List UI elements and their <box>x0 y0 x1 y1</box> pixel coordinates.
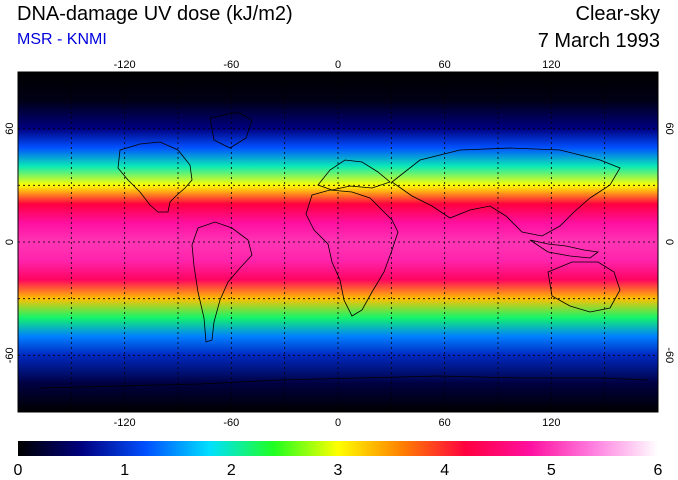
colorbar-tick-label: 1 <box>120 462 129 479</box>
map-frame <box>17 71 659 413</box>
australia-coastline <box>547 261 621 313</box>
antarctica-coastline <box>39 375 649 389</box>
colorbar-tick-label: 4 <box>440 462 449 479</box>
source-label: MSR - KNMI <box>17 31 107 48</box>
date-label: 7 March 1993 <box>537 30 660 52</box>
latitude-ticks-left: 60 0 -60 <box>4 123 16 364</box>
colorbar-tick-label: 6 <box>654 462 663 479</box>
longitude-tick-label-bottom: -120 <box>114 417 136 429</box>
asia-coastline <box>391 147 621 237</box>
latitude-tick-label-right: 0 <box>663 239 675 245</box>
sky-condition-label: Clear-sky <box>575 3 660 25</box>
colorbar-tick-label: 0 <box>14 462 23 479</box>
longitude-tick-label-top: -120 <box>114 59 136 71</box>
longitude-tick-label-top: 0 <box>335 59 341 71</box>
latitude-tick-label-right: 60 <box>663 123 675 135</box>
longitude-tick-label-bottom: 120 <box>542 417 560 429</box>
longitude-tick-label-top: -60 <box>223 59 239 71</box>
south-america-coastline <box>191 221 253 343</box>
longitude-tick-label-bottom: 60 <box>439 417 451 429</box>
colorbar-tick-label: 5 <box>547 462 556 479</box>
coastlines <box>39 111 649 389</box>
longitude-tick-label-top: 120 <box>542 59 560 71</box>
latitude-tick-label-left: -60 <box>4 347 16 363</box>
longitude-tick-label-bottom: 0 <box>335 417 341 429</box>
colorbar <box>18 441 658 456</box>
greenland-coastline <box>209 111 253 149</box>
map-title: DNA-damage UV dose (kJ/m2) <box>17 3 293 25</box>
longitude-ticks-top: -120 -60 0 60 120 <box>114 59 561 71</box>
africa-coastline <box>305 189 399 317</box>
europe-coastline <box>317 159 391 191</box>
graticule <box>17 71 659 413</box>
longitude-tick-label-bottom: -60 <box>223 417 239 429</box>
colorbar-ticks: 0 1 2 3 4 5 6 <box>14 462 663 479</box>
colorbar-tick-label: 2 <box>227 462 236 479</box>
colorbar-tick-label: 3 <box>334 462 343 479</box>
latitude-tick-label-left: 0 <box>4 239 16 245</box>
longitude-tick-label-top: 60 <box>439 59 451 71</box>
north-america-coastline <box>117 141 193 213</box>
latitude-tick-label-left: 60 <box>4 123 16 135</box>
longitude-ticks-bottom: -120 -60 0 60 120 <box>114 417 561 429</box>
latitude-ticks-right: 60 0 -60 <box>663 123 675 364</box>
latitude-tick-label-right: -60 <box>663 347 675 363</box>
indonesia-coastline <box>529 239 600 259</box>
